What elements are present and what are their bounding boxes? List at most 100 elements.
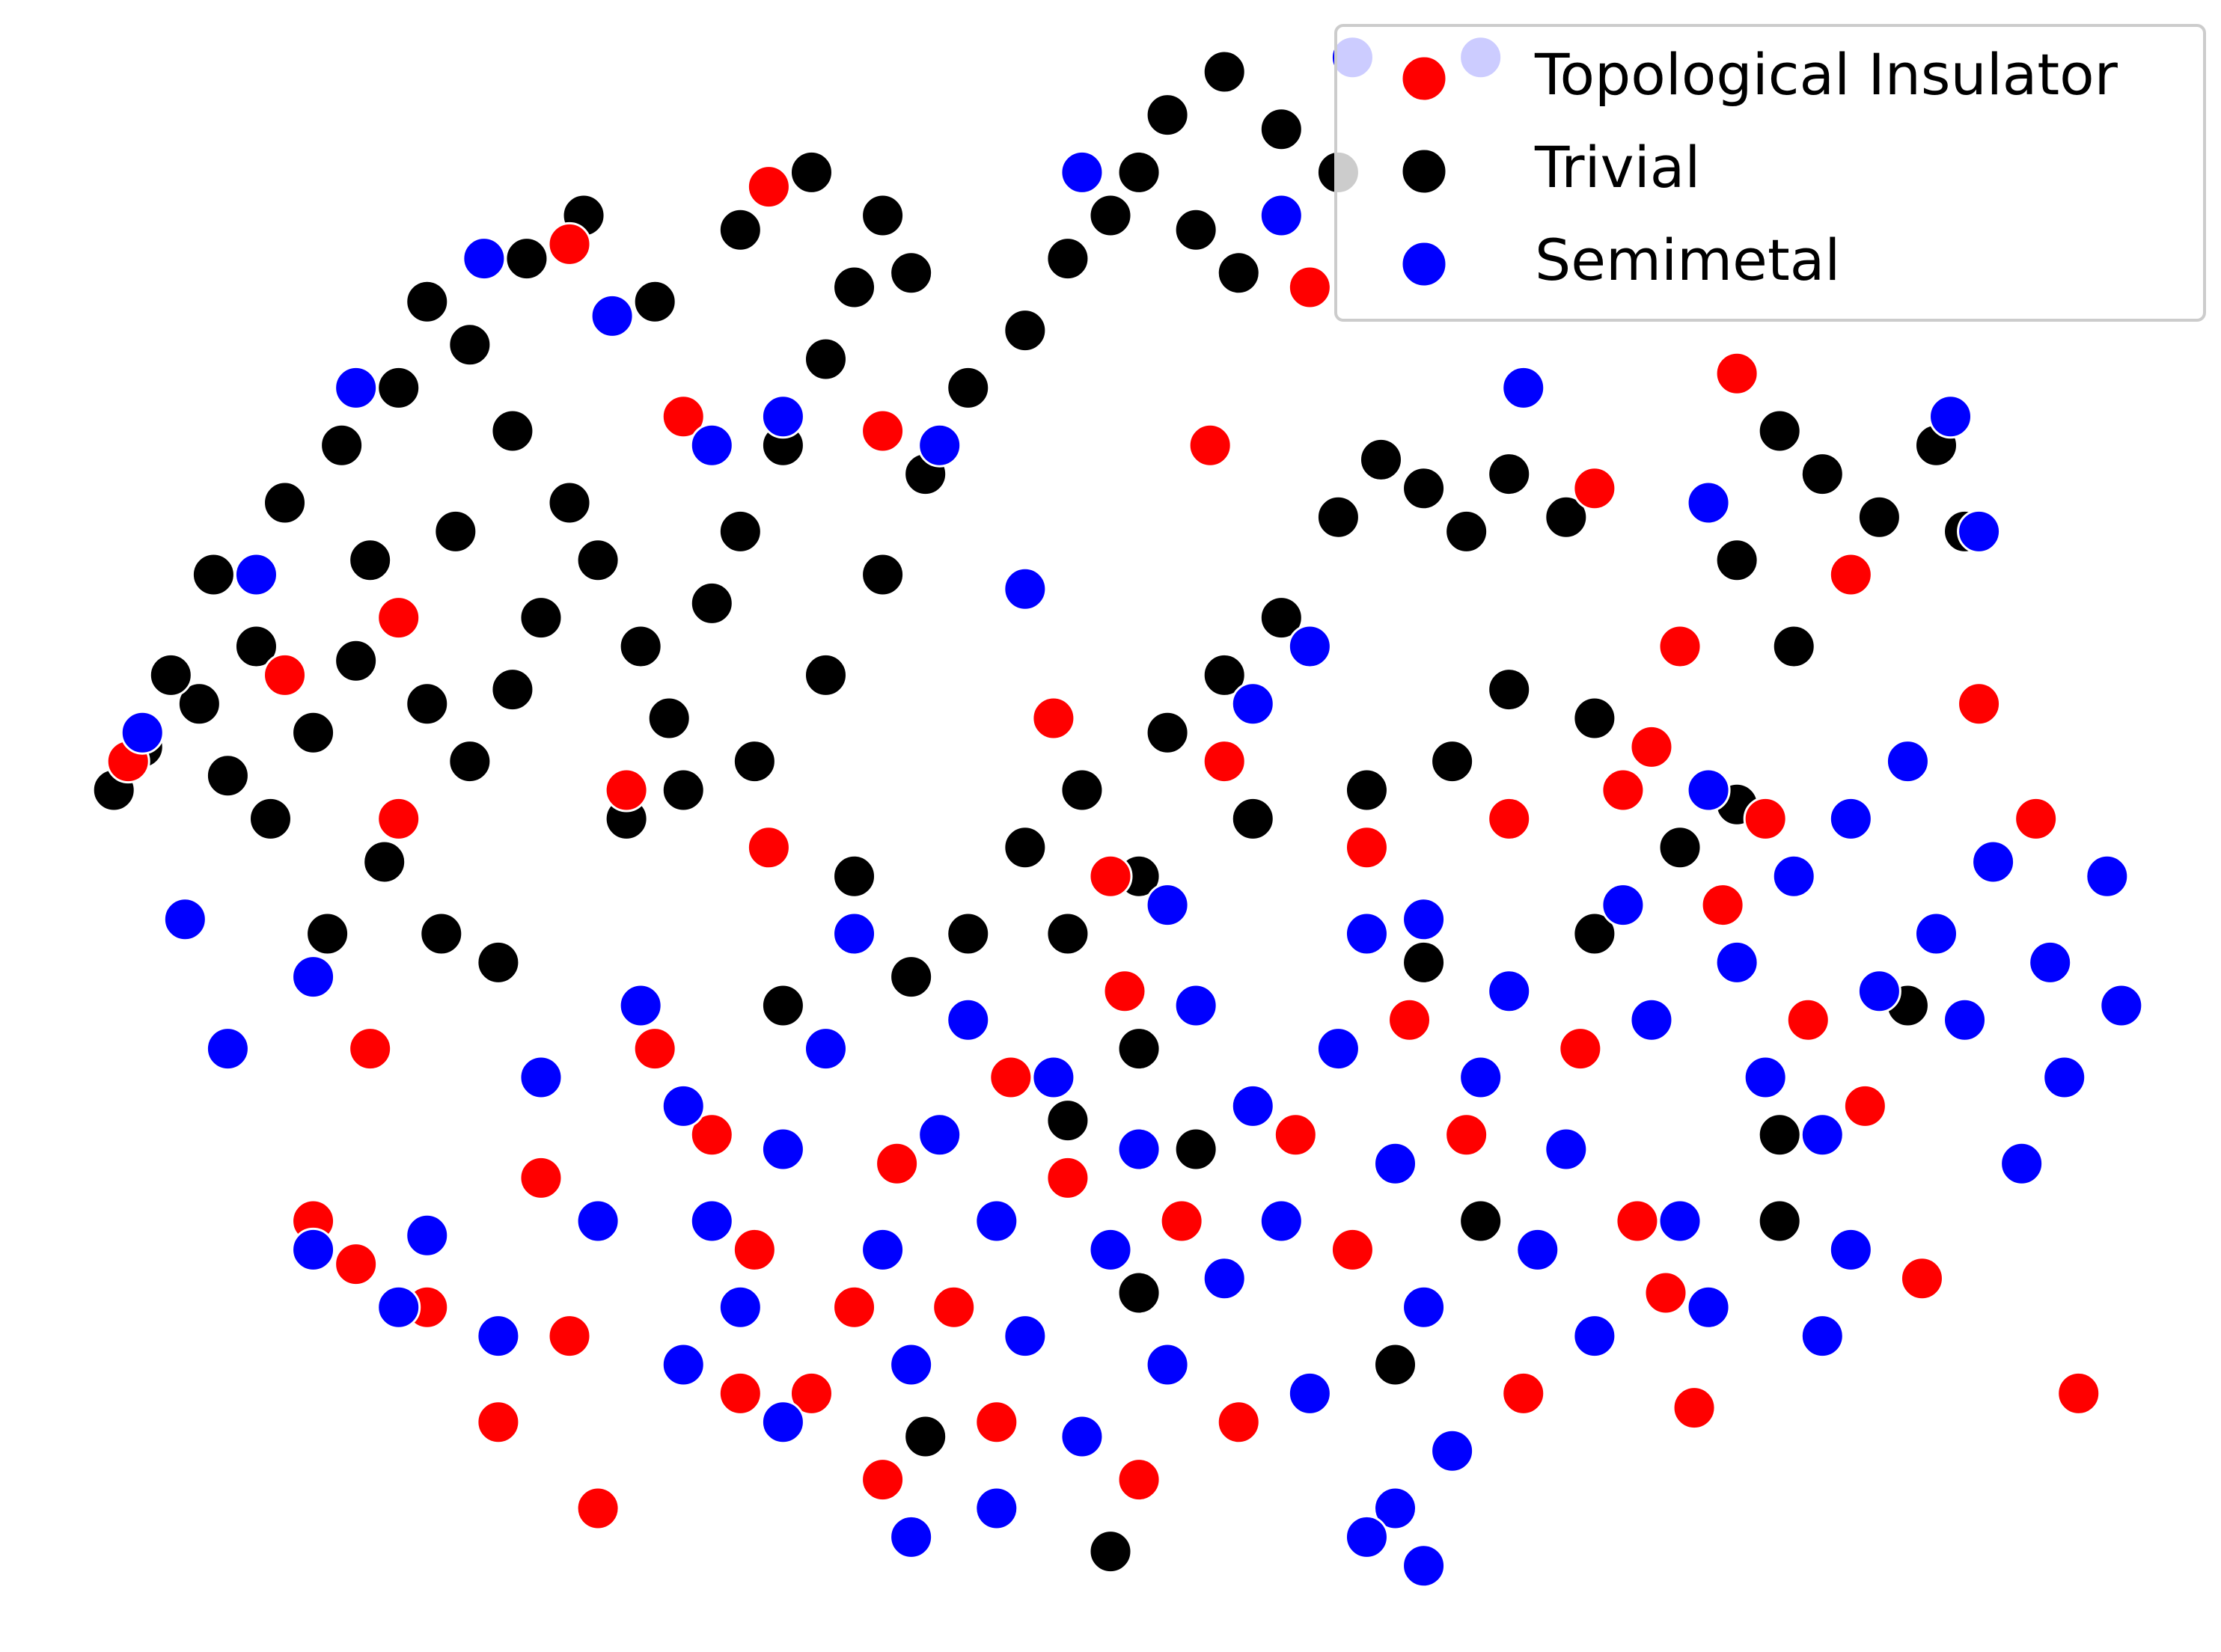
point (547, 1314, 592, 1359)
point (1259, 107, 1304, 152)
point (1216, 251, 1261, 296)
point (1188, 423, 1232, 468)
point (889, 251, 934, 296)
point (689, 1199, 734, 1243)
point (376, 596, 421, 640)
point (718, 509, 763, 554)
point (1658, 825, 1702, 870)
point (334, 365, 379, 410)
point (718, 207, 763, 252)
point (1060, 1414, 1105, 1459)
point (1045, 911, 1090, 956)
point (447, 322, 492, 367)
point (348, 538, 393, 583)
point (1373, 1141, 1418, 1186)
point (760, 1127, 805, 1172)
point (575, 538, 620, 583)
point (2014, 796, 2059, 841)
point (1501, 365, 1546, 410)
point (1757, 1199, 1802, 1243)
point (1344, 1514, 1389, 1559)
point (1943, 997, 1988, 1042)
point (177, 682, 222, 726)
point (1145, 710, 1190, 755)
point (1629, 724, 1674, 769)
point (875, 1141, 920, 1186)
point (946, 997, 991, 1042)
point (1060, 150, 1105, 195)
point (1344, 768, 1389, 813)
point (803, 337, 848, 382)
point (405, 1213, 450, 1258)
point (1402, 466, 1446, 511)
point (1913, 911, 1958, 956)
point (1116, 1270, 1161, 1315)
point (1060, 768, 1105, 813)
point (1615, 1199, 1660, 1243)
point (1714, 538, 1759, 583)
point (1102, 969, 1147, 1014)
point (1430, 1428, 1475, 1473)
point (832, 854, 877, 899)
point (1202, 1256, 1247, 1301)
point (1003, 308, 1048, 353)
point (148, 652, 193, 697)
point (1287, 265, 1332, 310)
point (1259, 1199, 1304, 1243)
point (1145, 93, 1190, 138)
point (233, 552, 278, 597)
point (718, 1371, 763, 1416)
point (1116, 1027, 1161, 1071)
point (490, 667, 535, 712)
point (334, 1242, 379, 1287)
point (1444, 509, 1489, 554)
point (661, 1342, 706, 1387)
point (661, 1083, 706, 1128)
point (419, 911, 464, 956)
point (263, 652, 308, 697)
legend-box (1334, 24, 2206, 322)
point (861, 1457, 905, 1502)
point (1629, 997, 1674, 1042)
point (632, 279, 677, 324)
point (1358, 437, 1403, 482)
point (1971, 839, 2016, 884)
point (1173, 1127, 1218, 1172)
point (861, 552, 905, 597)
point (1842, 1083, 1887, 1128)
point (1928, 394, 1973, 439)
point (590, 293, 635, 338)
point (376, 1285, 421, 1330)
point (1487, 796, 1532, 841)
point (476, 940, 521, 985)
point (1643, 1270, 1688, 1315)
point (803, 652, 848, 697)
point (120, 710, 165, 755)
point (1757, 409, 1802, 453)
point (689, 1113, 734, 1157)
point (1544, 495, 1589, 539)
point (320, 423, 364, 468)
point (1686, 480, 1731, 525)
point (1045, 1098, 1090, 1143)
point (1757, 1113, 1802, 1157)
point (1230, 1083, 1275, 1128)
point (618, 624, 663, 669)
point (760, 394, 805, 439)
point (1287, 624, 1332, 669)
point (1373, 1486, 1418, 1531)
point (1287, 1371, 1332, 1416)
point (1003, 566, 1048, 611)
point (1088, 854, 1133, 899)
point (433, 509, 478, 554)
point (263, 480, 308, 525)
point (462, 236, 507, 281)
point (1116, 1457, 1161, 1502)
point (1743, 796, 1788, 841)
point (1857, 495, 1901, 539)
point (832, 265, 877, 310)
point (604, 768, 649, 813)
point (889, 1514, 934, 1559)
point (1402, 897, 1446, 942)
point (889, 955, 934, 1000)
